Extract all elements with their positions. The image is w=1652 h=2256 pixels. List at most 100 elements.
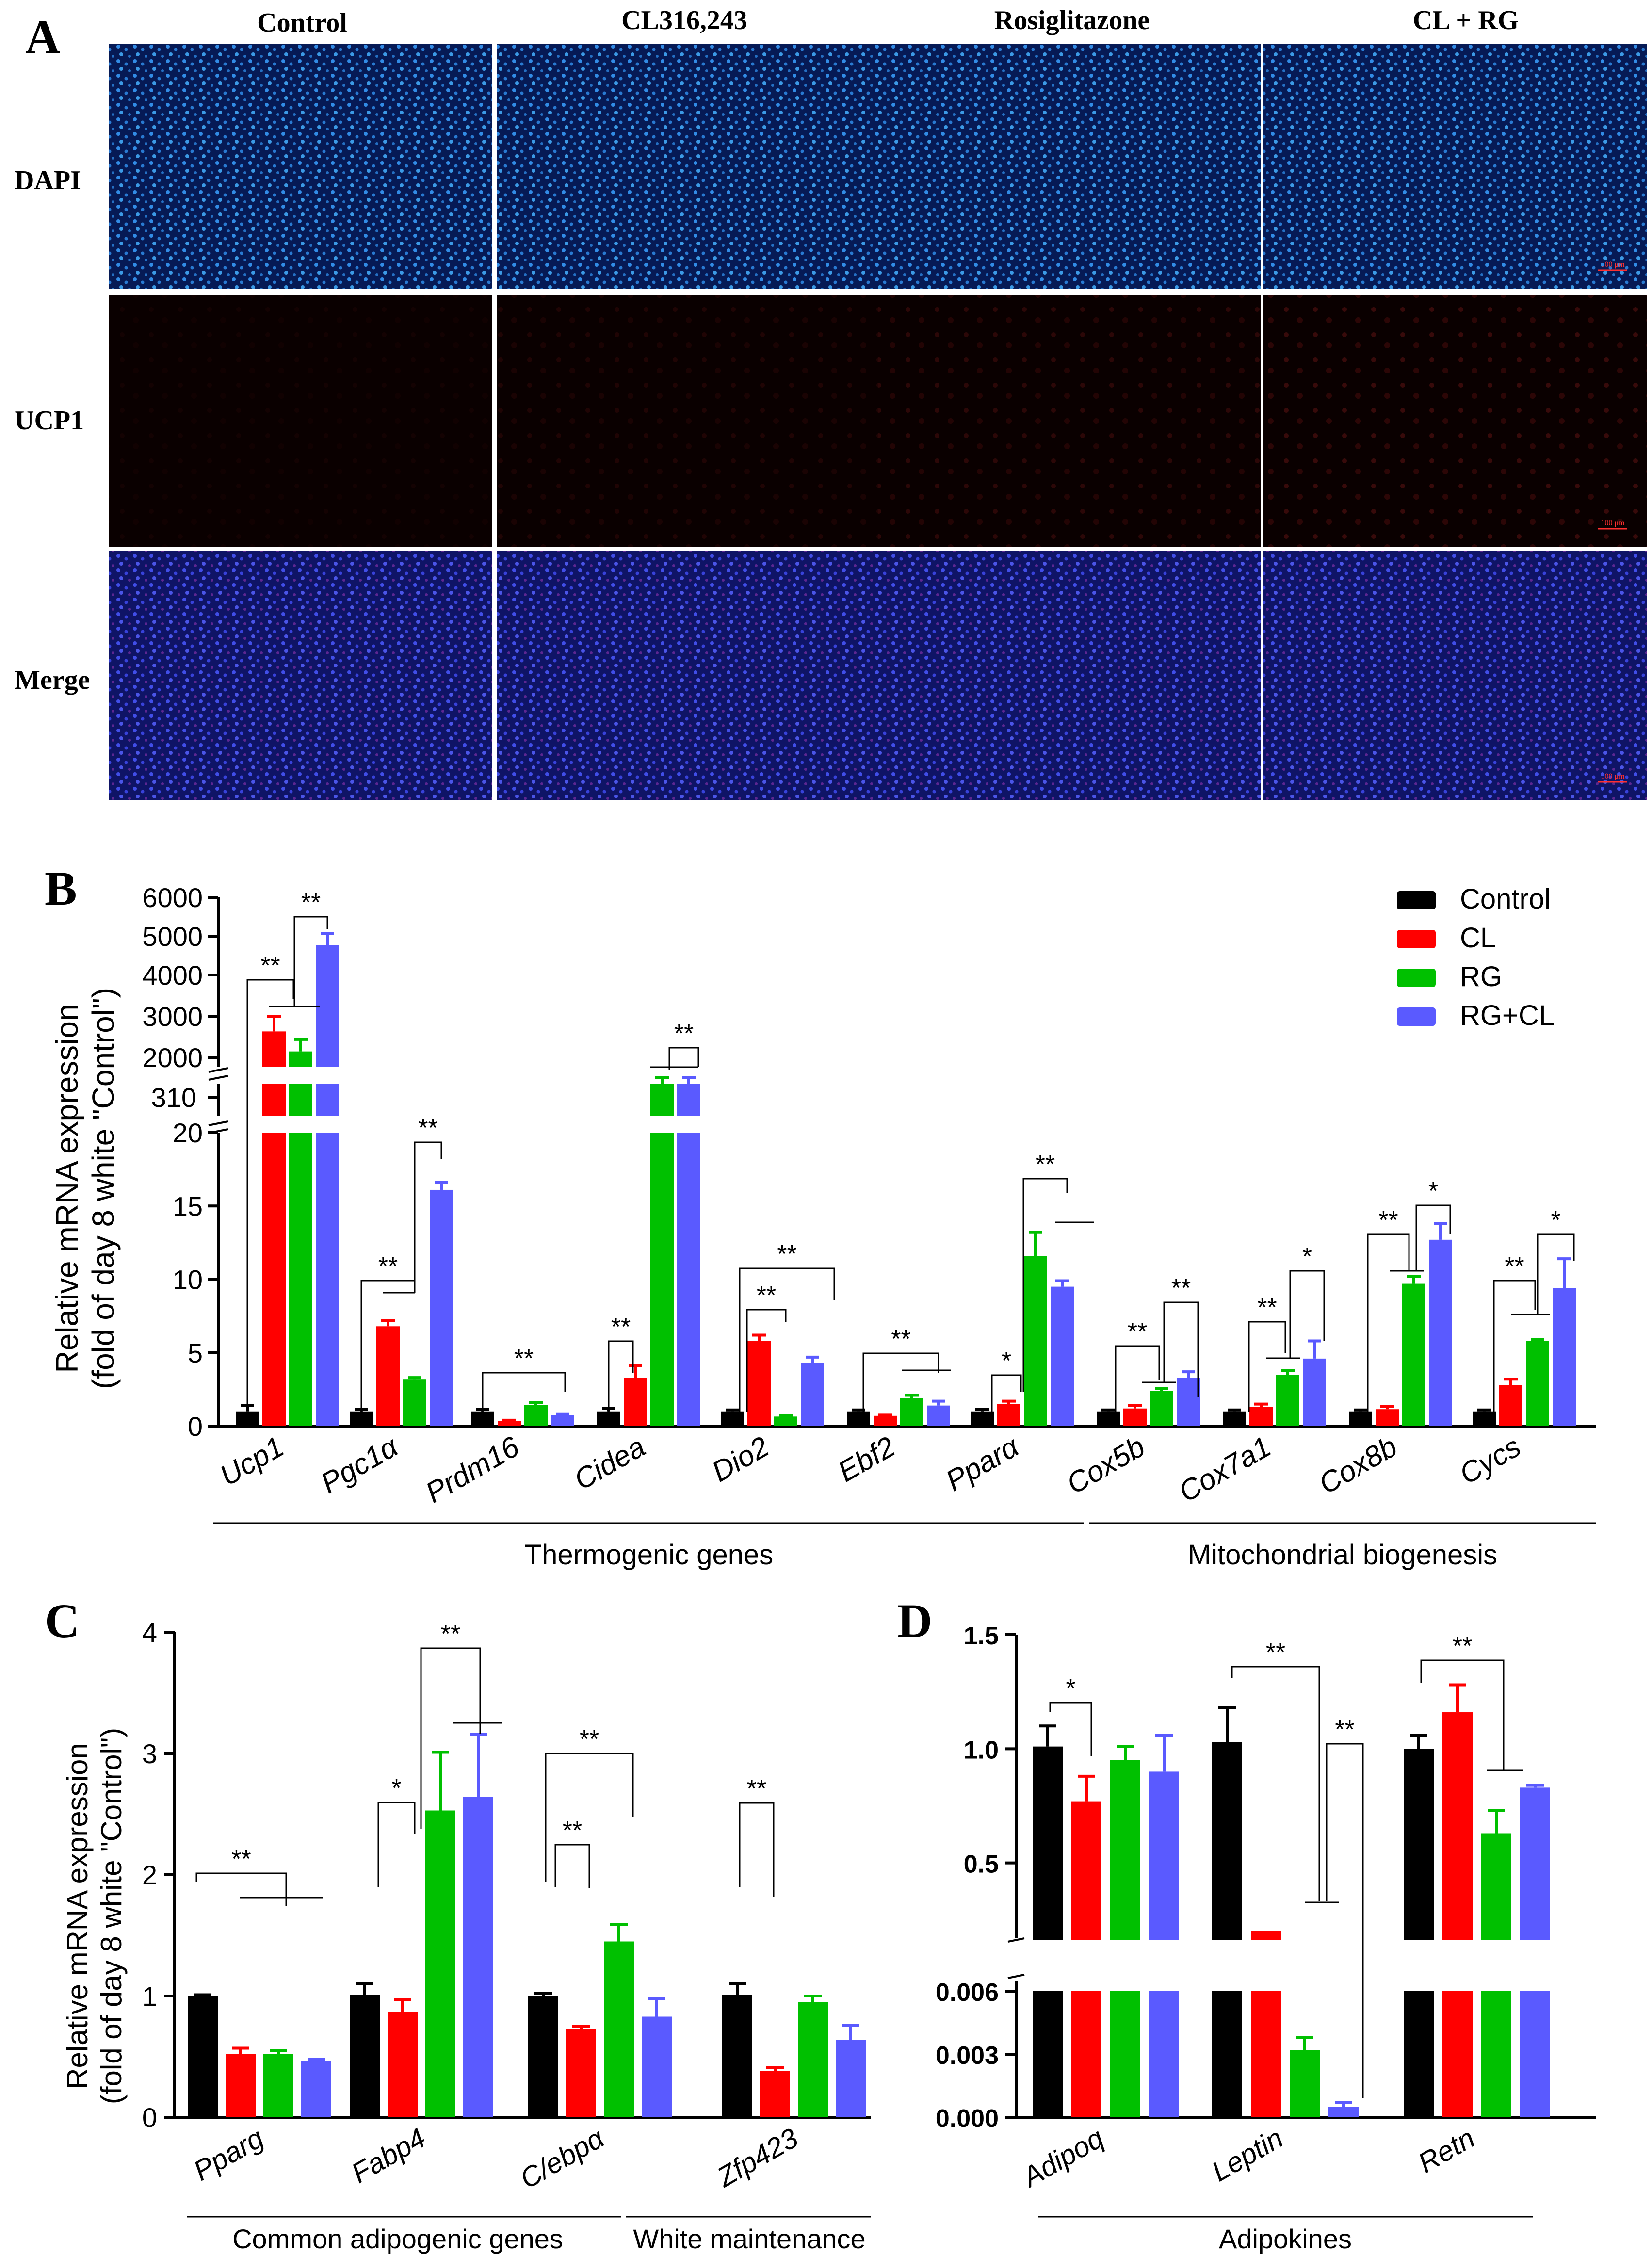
tick-label-lower-3: 15 bbox=[173, 1191, 203, 1221]
sig-cidea-b-label: ** bbox=[674, 1020, 694, 1048]
category-label-10: Cycs bbox=[1454, 1430, 1526, 1491]
category-label-3: Cidea bbox=[568, 1430, 650, 1496]
row-header-merge: Merge bbox=[15, 665, 90, 695]
bar-Pparg-Control bbox=[188, 1996, 218, 2117]
category-label-2: Retn bbox=[1413, 2122, 1480, 2179]
bar-Cycs-RG bbox=[1526, 1341, 1549, 1426]
sig-cebpa-a bbox=[545, 1753, 634, 1882]
panel-a-letter: A bbox=[25, 10, 60, 64]
bar-Adipoq-RG+CL-upper bbox=[1149, 1771, 1179, 1940]
bar-C/ebpα-Control bbox=[528, 1996, 558, 2117]
bar-Cidea-RG+CL-middle bbox=[677, 1084, 700, 1116]
bar-Pgc1α-Control bbox=[350, 1411, 373, 1426]
bar-Ebf2-RG+CL bbox=[927, 1405, 950, 1426]
tick-label-lower-1: 5 bbox=[188, 1338, 203, 1368]
tick-label-upper-0: 0.5 bbox=[964, 1850, 999, 1879]
category-label-8: Cox7a1 bbox=[1173, 1430, 1277, 1508]
bar-Prdm16-RG bbox=[524, 1405, 548, 1426]
bar-Ucp1-RG-middle bbox=[289, 1084, 312, 1116]
sig-cebpa-a-label: ** bbox=[580, 1725, 599, 1753]
sig-cycs-b-label: * bbox=[1551, 1206, 1560, 1234]
category-label-0: Pparg bbox=[188, 2122, 269, 2187]
sig-cox7a1-b bbox=[1289, 1270, 1325, 1358]
bar-Pparα-Control bbox=[971, 1411, 994, 1426]
bar-Ebf2-CL bbox=[874, 1415, 897, 1426]
sig-fabp4-b bbox=[420, 1647, 481, 1829]
tick-label-0: 0 bbox=[142, 2102, 157, 2133]
sig-leptin-a bbox=[1231, 1666, 1320, 1901]
sig-cox5b-b bbox=[1163, 1301, 1199, 1397]
bar-Fabp4-CL bbox=[388, 2012, 418, 2117]
panel-d-letter: D bbox=[897, 1594, 932, 1648]
sig-zfp423-label: ** bbox=[747, 1775, 766, 1803]
panel-d-chart: 0.000 0.003 0.006 0.5 1.0 1.5 Adipoq Leptin Retn… bbox=[936, 1622, 1596, 2254]
sig-ucp1-b-label: ** bbox=[301, 889, 321, 917]
column-header-cl-rg: CL + RG bbox=[1413, 5, 1519, 35]
sig-dio2-a-label: ** bbox=[757, 1282, 776, 1310]
micrograph-merge-nuclei-4 bbox=[1263, 551, 1647, 800]
bar-Cox7a1-Control bbox=[1223, 1411, 1246, 1426]
bar-Pparα-RG+CL bbox=[1051, 1286, 1074, 1426]
panel-b-letter: B bbox=[45, 861, 77, 915]
panel-c-ylabel-line2: (fold of day 8 white "Control") bbox=[95, 1728, 128, 2104]
bar-Adipoq-RG-lower bbox=[1110, 1991, 1140, 2117]
sig-retn-label: ** bbox=[1453, 1632, 1472, 1660]
bar-Ucp1-Control bbox=[236, 1411, 259, 1426]
sig-cidea-a bbox=[608, 1340, 634, 1412]
tick-label-upper-1: 3000 bbox=[142, 1001, 203, 1032]
column-header-control: Control bbox=[257, 8, 347, 38]
tick-label-upper-0: 2000 bbox=[142, 1042, 203, 1073]
tick-label-lower-1: 0.003 bbox=[936, 2042, 999, 2070]
bar-Pgc1α-CL bbox=[376, 1326, 400, 1426]
bar-Cox8b-Control bbox=[1349, 1411, 1372, 1426]
bar-Zfp423-Control bbox=[722, 1995, 752, 2117]
micrograph-dapi-nuclei-3 bbox=[878, 44, 1261, 289]
sig-dio2-b-label: ** bbox=[777, 1240, 796, 1268]
bar-Pparg-RG bbox=[263, 2054, 293, 2117]
category-label-0: Adipoq bbox=[1016, 2122, 1109, 2194]
group-label-adipokines: Adipokines bbox=[1219, 2224, 1352, 2254]
panel-b-ylabel-line2: (fold of day 8 white "Control") bbox=[86, 988, 121, 1389]
scale-bar-label-dapi: 100 μm bbox=[1601, 260, 1625, 269]
sig-ebf2 bbox=[862, 1352, 939, 1412]
tick-label-2: 2 bbox=[142, 1860, 157, 1890]
bar-Dio2-RG bbox=[774, 1416, 797, 1426]
sig-cycs-a-label: ** bbox=[1505, 1252, 1524, 1281]
micrograph-ucp1-nuclei-3 bbox=[878, 295, 1261, 547]
bar-Leptin-Control-lower bbox=[1212, 1991, 1242, 2117]
micrograph-dapi-nuclei-4 bbox=[1263, 44, 1647, 289]
column-header-rosiglitazone: Rosiglitazone bbox=[994, 5, 1150, 35]
bar-Adipoq-Control-upper bbox=[1033, 1746, 1063, 1940]
bar-Ucp1-RG-lower bbox=[289, 1133, 312, 1426]
sig-cox8b-a bbox=[1367, 1233, 1410, 1412]
sig-ppara-a bbox=[991, 1374, 1022, 1412]
bar-C/ebpα-CL bbox=[566, 2029, 596, 2117]
bar-Prdm16-Control bbox=[471, 1411, 494, 1426]
sig-cidea-b bbox=[668, 1047, 699, 1070]
sig-pparg bbox=[195, 1872, 287, 1906]
bar-Cox5b-Control bbox=[1097, 1411, 1120, 1426]
bar-Cox8b-CL bbox=[1376, 1409, 1399, 1426]
sig-adipoq-label: * bbox=[1066, 1674, 1075, 1703]
tick-label-4: 4 bbox=[142, 1617, 157, 1648]
bar-C/ebpα-RG bbox=[604, 1941, 634, 2117]
sig-ppara-b-label: ** bbox=[1036, 1151, 1055, 1179]
bar-Fabp4-Control bbox=[350, 1995, 380, 2117]
micrograph-merge-nuclei-2 bbox=[497, 551, 880, 800]
micrograph-ucp1-nuclei-2 bbox=[497, 295, 880, 547]
tick-label-lower-2: 10 bbox=[173, 1265, 203, 1295]
bar-Ucp1-CL-upper bbox=[262, 1031, 286, 1067]
sig-cebpa-b bbox=[554, 1844, 590, 1888]
group-label-adipogenic: Common adipogenic genes bbox=[232, 2224, 563, 2254]
sig-prdm16-label: ** bbox=[514, 1345, 534, 1373]
sig-fabp4-b-label: ** bbox=[441, 1620, 460, 1648]
sig-cox7a1-a-label: ** bbox=[1257, 1294, 1277, 1322]
bar-Fabp4-RG+CL bbox=[463, 1797, 493, 2117]
sig-dio2-a bbox=[746, 1309, 787, 1412]
sig-cox5b-b-label: ** bbox=[1171, 1274, 1191, 1302]
bar-Leptin-RG+CL bbox=[1328, 2107, 1359, 2117]
micrograph-dapi-nuclei-1 bbox=[109, 44, 492, 289]
bar-Adipoq-Control-lower bbox=[1033, 1991, 1063, 2117]
bar-Cidea-RG-middle bbox=[650, 1084, 674, 1116]
category-label-0: Ucp1 bbox=[214, 1430, 290, 1492]
